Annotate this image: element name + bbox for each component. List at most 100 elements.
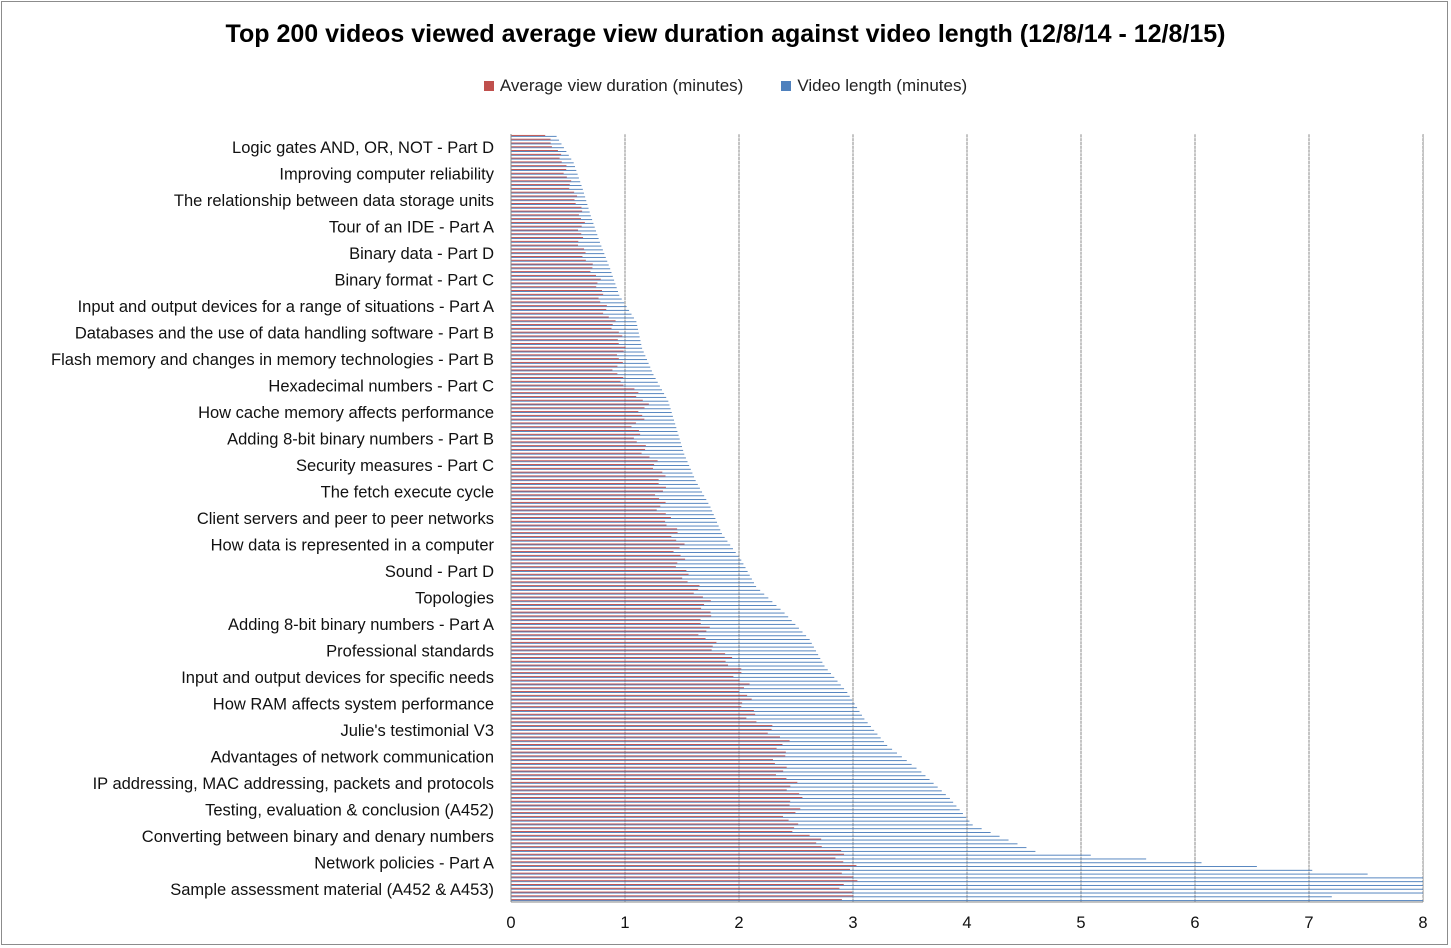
bar-video-length [511, 779, 930, 780]
bar-average-view-duration [511, 384, 624, 386]
bar-average-view-duration [511, 721, 757, 723]
bar-video-length [511, 536, 725, 538]
category-label: Topologies [415, 589, 494, 607]
bar-video-length [511, 835, 1000, 837]
bar-average-view-duration [511, 732, 768, 734]
bar-average-view-duration [511, 611, 711, 613]
bar-average-view-duration [511, 740, 790, 742]
bar-average-view-duration [511, 683, 750, 685]
x-tick-label: 6 [1190, 914, 1199, 932]
legend-label-len: Video length (minutes) [797, 76, 968, 95]
bar-video-length [511, 340, 641, 342]
bar-video-length [511, 714, 862, 716]
bar-video-length [511, 321, 637, 323]
bar-average-view-duration [511, 827, 795, 829]
bar-video-length [511, 665, 825, 667]
bar-video-length [511, 359, 647, 361]
bar-video-length [511, 393, 665, 395]
bar-video-length [511, 790, 942, 792]
bar-average-view-duration [511, 343, 619, 344]
bar-average-view-duration [511, 203, 576, 204]
bar-average-view-duration [511, 191, 575, 193]
bar-video-length [511, 589, 761, 591]
bar-video-length [511, 162, 574, 164]
bar-average-view-duration [511, 199, 575, 201]
bar-average-view-duration [511, 604, 705, 606]
bar-video-length [511, 862, 1202, 864]
bar-average-view-duration [511, 380, 621, 382]
bar-average-view-duration [511, 517, 671, 518]
x-tick-label: 4 [962, 914, 971, 932]
bar-video-length [511, 635, 807, 637]
bar-video-length [511, 646, 814, 648]
bar-video-length [511, 650, 817, 652]
bar-video-length [511, 737, 881, 739]
bar-video-length [511, 385, 660, 387]
bar-video-length [511, 446, 682, 448]
bar-video-length [511, 366, 651, 368]
bar-video-length [511, 896, 1332, 898]
category-label: Binary data - Part D [349, 245, 494, 263]
bar-video-length [511, 892, 1423, 894]
bar-average-view-duration [511, 290, 603, 292]
bar-video-length [511, 900, 1423, 902]
bar-video-length [511, 574, 750, 576]
bar-average-view-duration [511, 418, 645, 420]
bar-average-view-duration [511, 274, 596, 276]
bar-video-length [511, 722, 868, 724]
bar-video-length [511, 200, 587, 202]
bar-average-view-duration [511, 857, 836, 859]
bar-average-view-duration [511, 403, 649, 405]
bar-video-length [511, 430, 678, 432]
bar-average-view-duration [511, 433, 641, 435]
bar-video-length [511, 623, 796, 625]
legend-item-len: Video length (minutes) [781, 76, 967, 96]
x-tick-label: 5 [1076, 914, 1085, 932]
bar-video-length [511, 472, 693, 474]
bar-average-view-duration [511, 524, 667, 526]
bar-video-length [511, 351, 644, 353]
bar-average-view-duration [511, 778, 787, 780]
bar-video-length [511, 453, 685, 455]
bar-video-length [511, 294, 620, 296]
bar-video-length [511, 695, 850, 697]
bar-average-view-duration [511, 498, 660, 500]
bar-average-view-duration [511, 430, 639, 431]
bar-video-length [511, 419, 675, 421]
bar-video-length [511, 771, 922, 773]
category-label: Network policies - Part A [314, 854, 494, 872]
bar-average-view-duration [511, 312, 604, 314]
bar-average-view-duration [511, 464, 655, 466]
bar-video-length [511, 608, 781, 610]
bar-video-length [511, 378, 656, 379]
bar-average-view-duration [511, 622, 701, 624]
bar-average-view-duration [511, 687, 745, 689]
bar-average-view-duration [511, 448, 646, 450]
bar-video-length [511, 559, 742, 561]
bar-video-length [511, 567, 746, 569]
bar-average-view-duration [511, 887, 840, 889]
bar-average-view-duration [511, 308, 607, 310]
bar-average-view-duration [511, 641, 717, 643]
category-label: Adding 8-bit binary numbers - Part B [227, 431, 494, 449]
bar-video-length [511, 605, 777, 606]
bar-video-length [511, 866, 1257, 868]
bar-video-length [511, 718, 865, 720]
bar-video-length [511, 264, 609, 266]
bar-video-length [511, 502, 709, 504]
bar-video-length [511, 332, 639, 334]
category-label: Tour of an IDE - Part A [329, 219, 494, 237]
bar-average-view-duration [511, 407, 645, 409]
bar-video-length [511, 797, 950, 799]
category-label: Hexadecimal numbers - Part C [268, 378, 494, 396]
bar-video-length [511, 839, 1009, 841]
bar-average-view-duration [511, 592, 694, 594]
bar-video-length [511, 256, 606, 258]
bar-video-length [511, 552, 736, 553]
bar-average-view-duration [511, 551, 674, 553]
category-label: Professional standards [326, 642, 494, 660]
bar-average-view-duration [511, 562, 678, 564]
bar-average-view-duration [511, 876, 853, 878]
bar-video-length [511, 820, 970, 822]
bar-average-view-duration [511, 437, 634, 439]
